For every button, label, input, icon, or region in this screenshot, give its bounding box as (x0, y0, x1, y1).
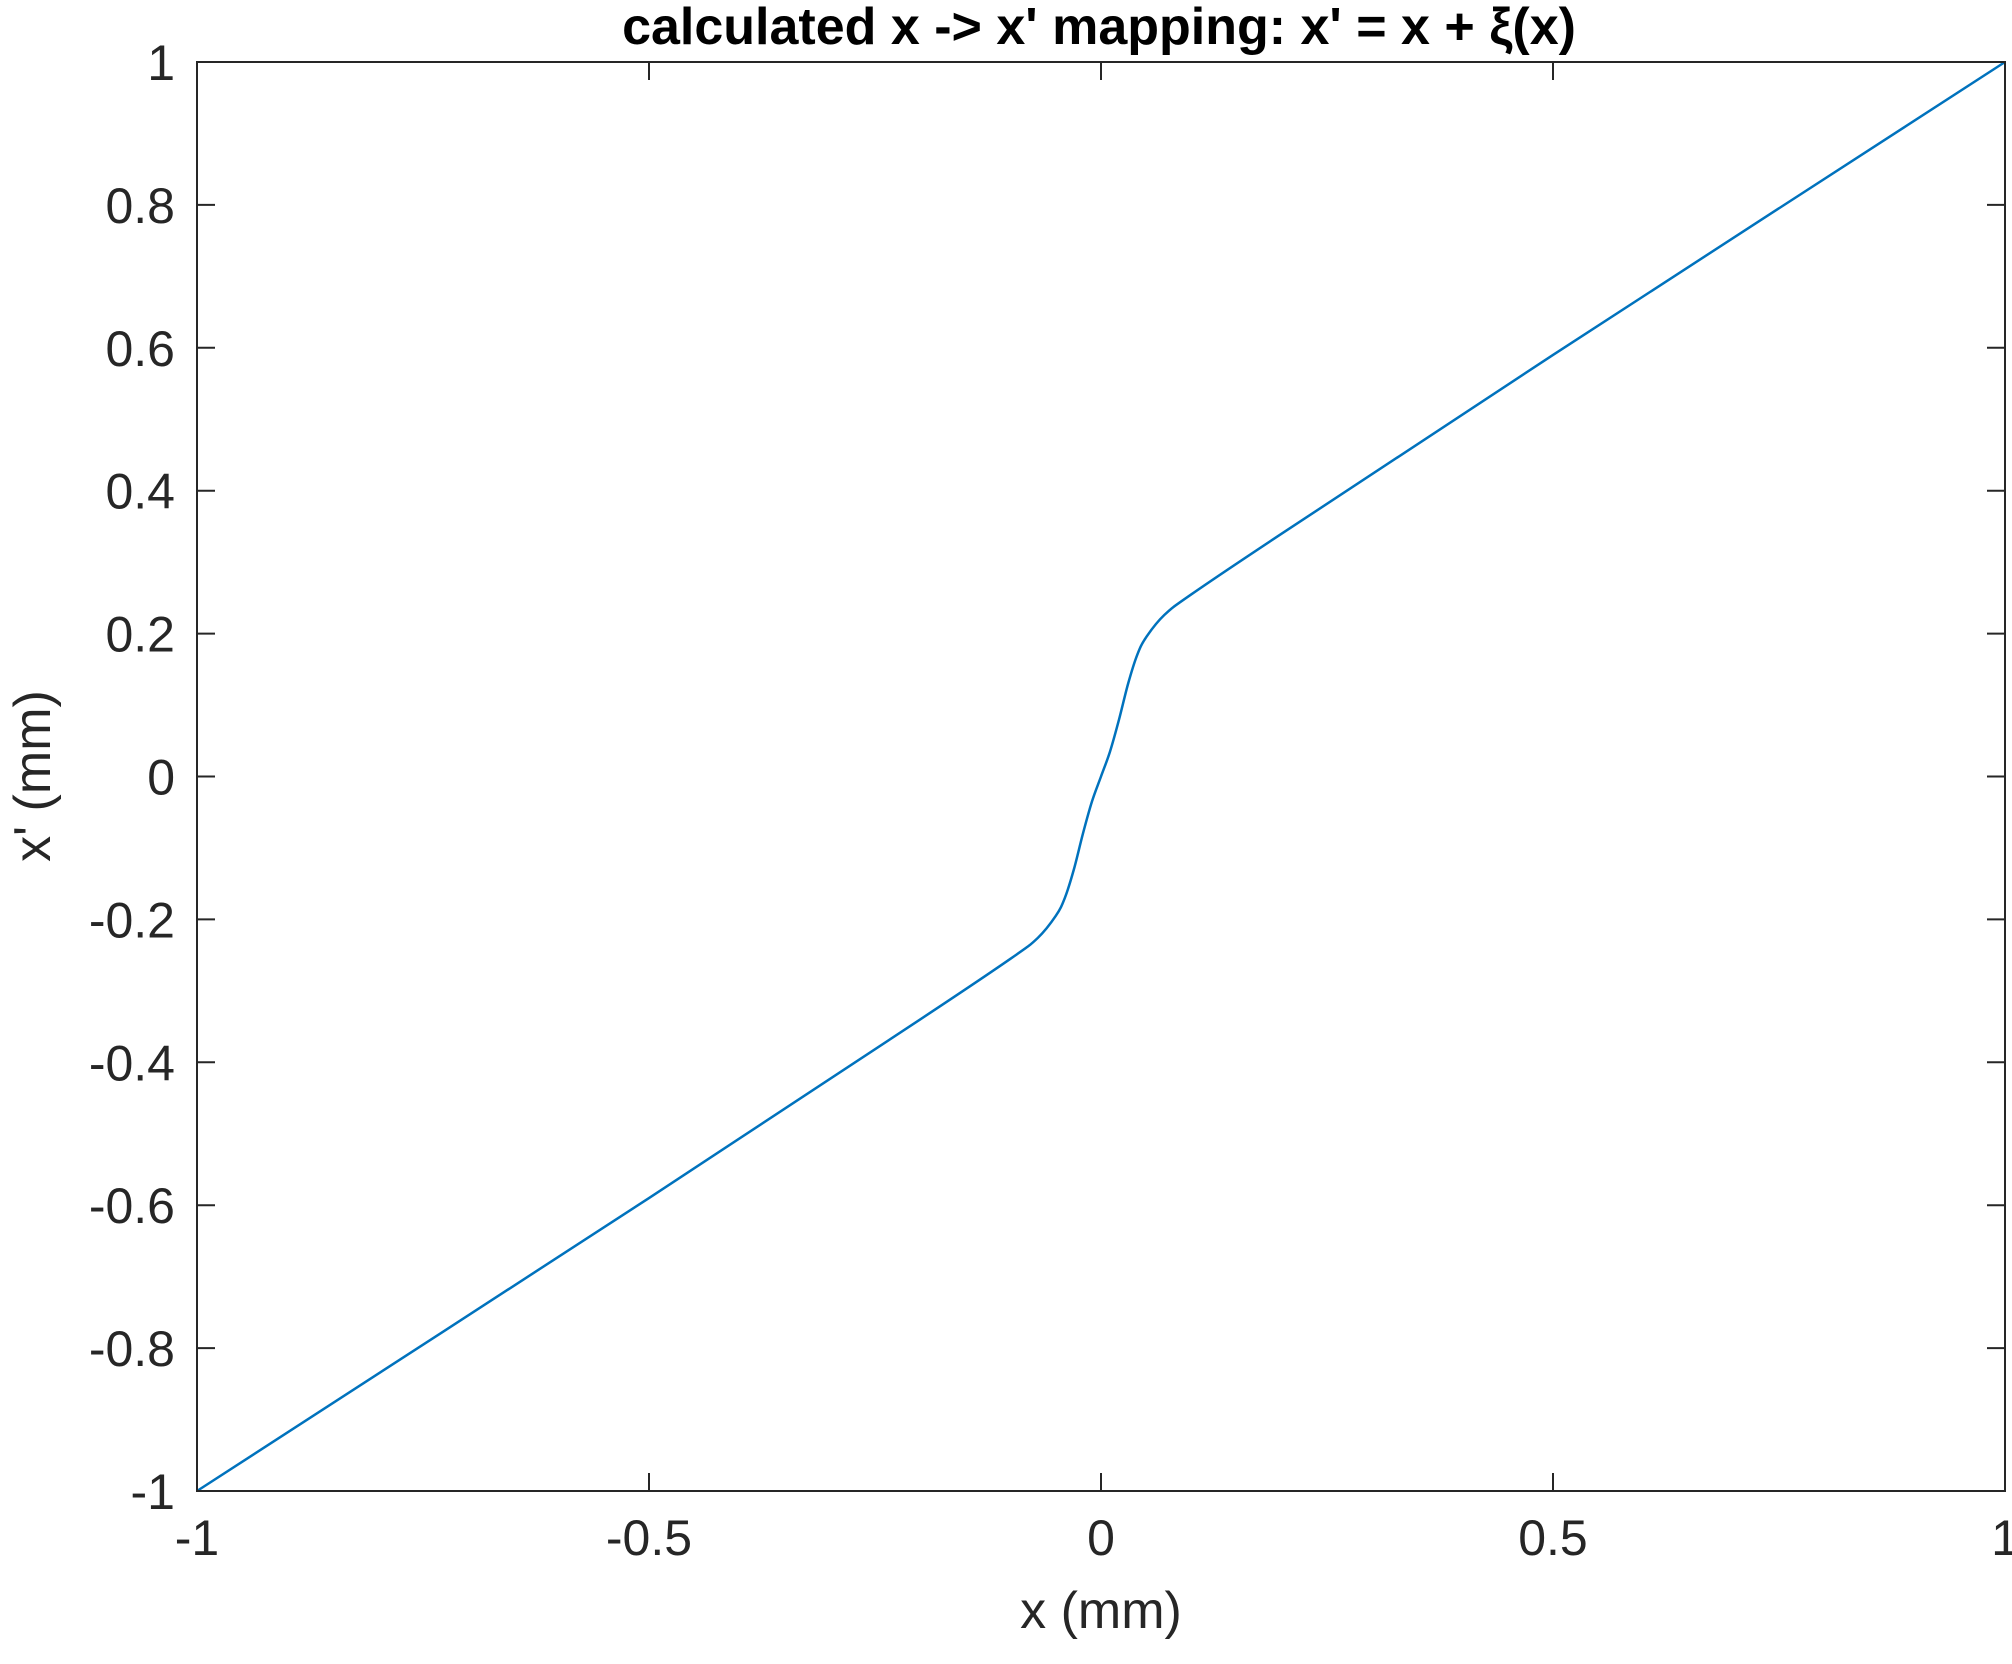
y-tick-label: -0.4 (89, 1035, 175, 1091)
y-tick-label: 0.4 (105, 464, 175, 520)
y-tick-label: -0.8 (89, 1321, 175, 1377)
axes-box (196, 61, 2006, 1492)
x-tick-label: -1 (175, 1510, 219, 1566)
x-axis-ticks: -1 -0.5 0 0.5 1 (175, 62, 2012, 1566)
y-tick-label: 1 (147, 35, 175, 91)
y-tick-label: 0 (147, 750, 175, 806)
y-tick-label: -0.2 (89, 892, 175, 948)
x-tick-label: 0.5 (1518, 1510, 1588, 1566)
y-axis-ticks: -1 -0.8 -0.6 -0.4 -0.2 0 0.2 0.4 0.6 0.8 1 (89, 35, 2005, 1520)
y-tick-label: 0.8 (105, 178, 175, 234)
x-tick-label: 0 (1087, 1510, 1115, 1566)
plot-series (196, 60, 2006, 1493)
x-axis-label: x (mm) (1020, 1582, 1182, 1640)
y-axis-label: x' (mm) (4, 690, 62, 862)
x-tick-label: -0.5 (606, 1510, 692, 1566)
y-tick-label: -1 (131, 1464, 175, 1520)
y-tick-label: 0.2 (105, 607, 175, 663)
series-line (196, 60, 2006, 1493)
chart-title: calculated x -> x' mapping: x' = x + ξ(x… (622, 0, 1576, 56)
x-tick-label: 1 (1991, 1510, 2012, 1566)
y-tick-label: 0.6 (105, 321, 175, 377)
y-tick-label: -0.6 (89, 1178, 175, 1234)
